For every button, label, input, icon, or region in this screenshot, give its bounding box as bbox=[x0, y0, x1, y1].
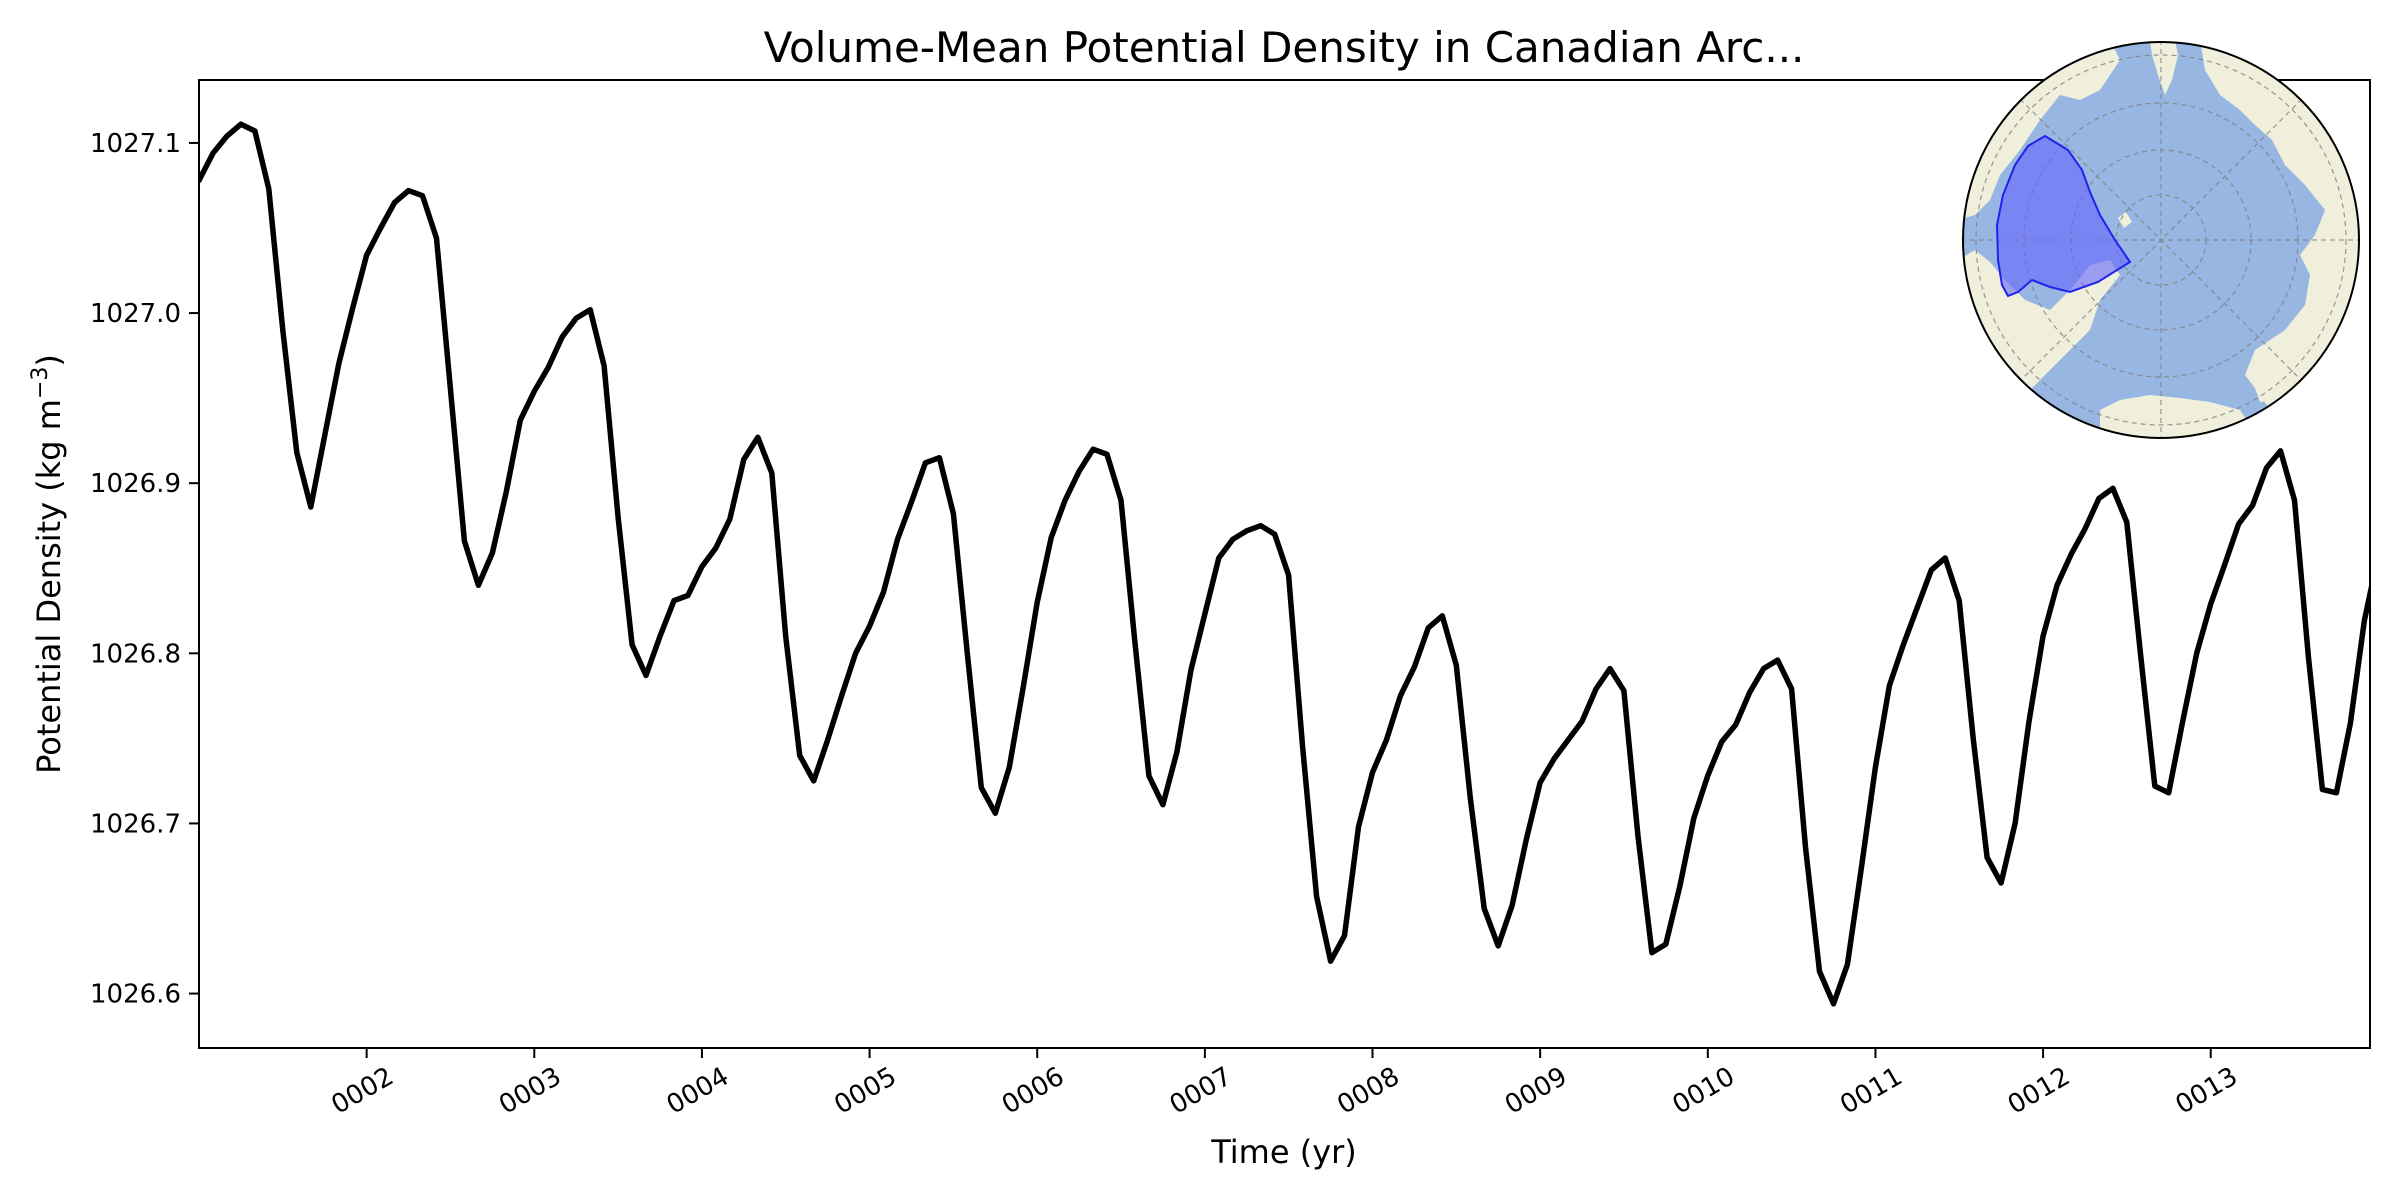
y-axis-label-exponent: −3 bbox=[28, 367, 53, 399]
x-axis-label: Time (yr) bbox=[1210, 1133, 1357, 1171]
inset-map-graticule bbox=[1963, 42, 2359, 438]
plot-frame bbox=[198, 79, 2371, 1049]
y-tick-label: 1026.8 bbox=[90, 639, 181, 669]
y-axis-label-main: Potential Density (kg m bbox=[30, 399, 68, 774]
y-tick-label: 1027.0 bbox=[90, 299, 181, 329]
inset-map-region bbox=[1995, 134, 2132, 298]
y-tick-label: 1027.1 bbox=[90, 129, 181, 159]
chart-title: Volume-Mean Potential Density in Canadia… bbox=[764, 23, 1805, 72]
series-line bbox=[199, 121, 2370, 1007]
y-tick-label: 1026.9 bbox=[90, 469, 181, 499]
inset-map bbox=[1962, 41, 2360, 439]
y-tick-label: 1026.7 bbox=[90, 809, 181, 839]
plot-area bbox=[198, 79, 2371, 1049]
y-axis: 1026.6 1026.7 1026.8 1026.9 1027.0 1027.1 bbox=[90, 129, 199, 1010]
inset-map-border bbox=[1962, 41, 2360, 439]
y-axis-label: Potential Density (kg m−3) bbox=[28, 354, 68, 774]
y-axis-label-close: ) bbox=[30, 354, 68, 366]
y-tick-label: 1026.6 bbox=[90, 980, 181, 1010]
